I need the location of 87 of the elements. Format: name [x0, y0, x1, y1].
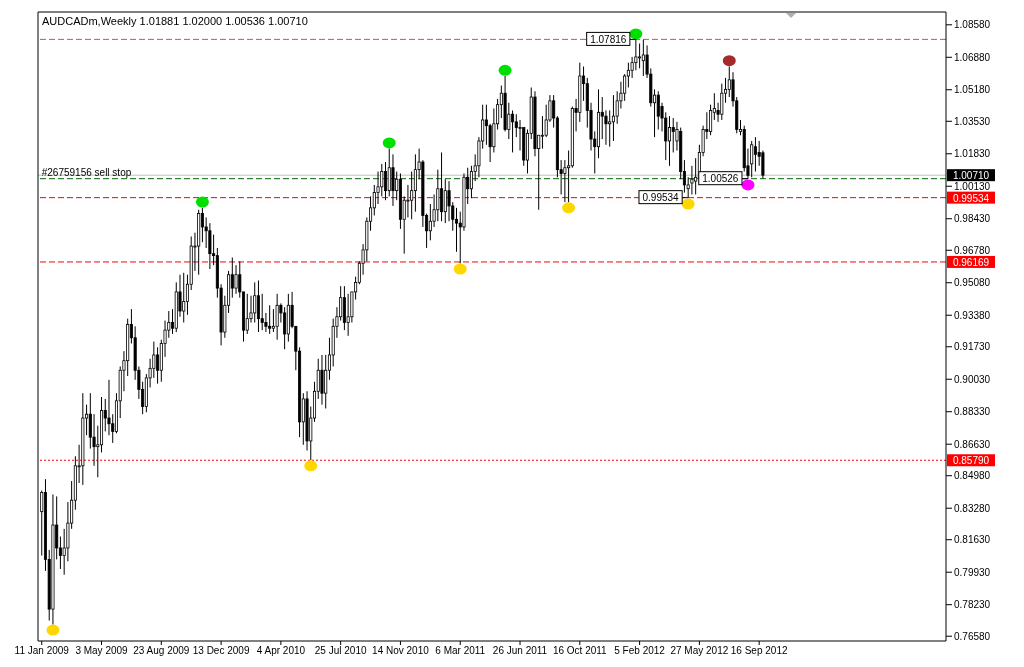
ref-line-label: 0.99534	[952, 192, 990, 204]
annotation: 0.99534	[642, 192, 680, 204]
point	[741, 179, 755, 191]
x-tick-label: 26 Jun 2011	[492, 645, 548, 657]
candlestick	[667, 115, 672, 167]
candlestick	[156, 346, 160, 385]
chart-title: AUDCADm,Weekly 1.01881 1.02000 1.00536 1.00710	[42, 15, 308, 27]
x-tick-label: 16 Sep 2012	[730, 645, 788, 657]
y-tick-label: 0.91730	[954, 341, 991, 353]
y-tick-label: 1.05180	[954, 84, 991, 96]
candlestick	[454, 207, 459, 253]
x-tick-label: 11 Jan 2009	[14, 645, 70, 657]
annotation: #26759156 sell stop	[41, 166, 132, 178]
x-tick-label: 25 Jul 2010	[314, 645, 367, 657]
point	[681, 198, 695, 210]
ref-line-label: 0.85790	[952, 455, 990, 467]
candlestick	[511, 109, 515, 153]
x-tick-label: 4 Apr 2010	[256, 645, 306, 657]
candlestick	[283, 306, 287, 350]
y-tick-label: 0.90030	[954, 373, 991, 385]
candlestick	[540, 115, 544, 150]
x-tick-label: 23 Aug 2009	[133, 645, 190, 657]
y-tick-label: 0.81630	[954, 534, 991, 546]
candlestick	[443, 178, 447, 224]
y-tick-label: 0.93380	[954, 309, 991, 321]
point	[498, 64, 512, 76]
candlestick	[727, 65, 731, 98]
candlestick	[268, 304, 272, 335]
candlestick	[383, 161, 388, 201]
candlestick	[750, 140, 754, 178]
y-tick-label: 0.79930	[954, 566, 991, 578]
candlestick	[469, 165, 473, 199]
y-tick-label: 0.76580	[954, 630, 991, 642]
candlestick	[753, 136, 757, 173]
y-tick-label: 1.03530	[954, 115, 991, 127]
ref-line-label: 0.96169	[952, 256, 990, 268]
candlestick	[346, 293, 350, 337]
y-tick-label: 0.98430	[954, 213, 991, 225]
candlestick	[324, 354, 328, 409]
ref-line-label: 1.00710	[952, 170, 990, 182]
y-tick-label: 1.01830	[954, 148, 991, 160]
candlestick	[611, 94, 615, 142]
candlestick	[410, 171, 414, 220]
y-tick-label: 0.95080	[954, 277, 991, 289]
x-tick-label: 16 Oct 2011	[552, 645, 608, 657]
candlestick	[234, 264, 238, 295]
candlestick	[656, 90, 660, 131]
y-tick-label: 0.78230	[954, 599, 991, 611]
y-tick-label: 0.86630	[954, 438, 991, 450]
candlestick	[275, 293, 279, 341]
point	[722, 55, 736, 67]
x-tick-label: 6 Mar 2011	[435, 645, 486, 657]
candlestick	[638, 43, 642, 69]
candlestick	[608, 109, 612, 148]
point	[562, 202, 576, 214]
y-tick-label: 0.88330	[954, 406, 991, 418]
y-tick-label: 1.08580	[954, 19, 991, 31]
candlestick	[253, 281, 257, 323]
point	[304, 460, 318, 472]
y-tick-label: 0.96780	[954, 244, 991, 256]
candlestick	[391, 153, 395, 207]
x-tick-label: 14 Nov 2010	[372, 645, 430, 657]
candlestick	[182, 272, 186, 323]
annotation: 1.07816	[590, 33, 627, 45]
point	[195, 196, 209, 208]
x-tick-label: 3 May 2009	[75, 645, 129, 657]
candlestick	[709, 104, 713, 136]
candlestick	[387, 148, 391, 197]
y-tick-label: 1.00130	[954, 180, 991, 192]
candlestick	[320, 354, 324, 406]
candlestick	[671, 117, 675, 153]
x-tick-label: 5 Feb 2012	[614, 645, 666, 657]
point	[629, 28, 643, 40]
point	[453, 263, 467, 275]
y-tick-label: 1.06880	[954, 51, 991, 63]
y-tick-label: 0.83280	[954, 502, 991, 514]
point	[46, 624, 60, 636]
point	[382, 137, 396, 149]
candlestick	[256, 279, 260, 333]
x-tick-label: 13 Dec 2009	[192, 645, 250, 657]
candlestick	[440, 151, 444, 222]
y-tick-label: 0.84980	[954, 470, 991, 482]
candlestick	[245, 293, 249, 335]
candlestick	[641, 39, 645, 77]
annotation: 1.00526	[702, 173, 739, 185]
x-tick-label: 27 May 2012	[670, 645, 729, 657]
candlestick	[413, 153, 417, 213]
